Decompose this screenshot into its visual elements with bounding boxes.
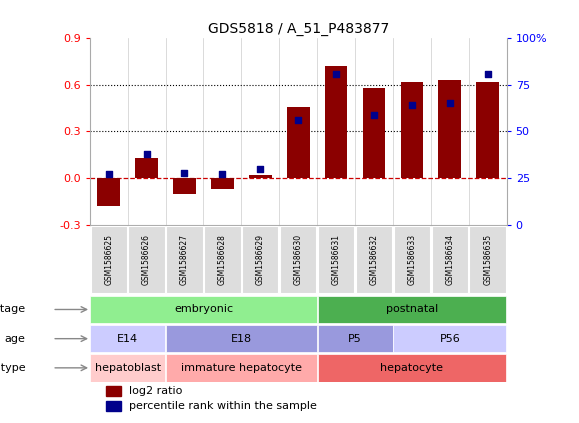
Text: GSM1586634: GSM1586634	[445, 234, 455, 286]
Point	[331, 70, 340, 77]
Bar	[166, 226, 203, 294]
Point	[218, 171, 227, 178]
Text: log2 ratio: log2 ratio	[129, 386, 183, 396]
Text: GSM1586635: GSM1586635	[483, 234, 492, 286]
Text: immature hepatocyte: immature hepatocyte	[181, 363, 302, 373]
Text: postnatal: postnatal	[386, 305, 438, 314]
Bar	[317, 296, 506, 323]
Bar	[249, 175, 272, 178]
Bar	[317, 325, 393, 352]
Text: E14: E14	[117, 334, 138, 343]
Text: hepatoblast: hepatoblast	[94, 363, 161, 373]
Bar	[211, 178, 234, 189]
Text: P56: P56	[439, 334, 460, 343]
Text: GSM1586631: GSM1586631	[332, 234, 340, 286]
Point	[104, 171, 113, 178]
Point	[407, 102, 416, 109]
Bar	[242, 226, 278, 294]
Bar	[173, 178, 196, 194]
Text: GSM1586630: GSM1586630	[294, 234, 303, 286]
Text: GSM1586629: GSM1586629	[256, 234, 265, 286]
Bar	[166, 354, 317, 382]
Bar	[287, 107, 310, 178]
Bar	[90, 226, 127, 294]
Bar	[90, 354, 165, 382]
Text: percentile rank within the sample: percentile rank within the sample	[129, 401, 317, 411]
Point	[142, 151, 151, 157]
Bar	[90, 325, 165, 352]
Point	[369, 111, 379, 118]
Bar	[204, 226, 241, 294]
Point	[483, 70, 492, 77]
Bar	[401, 82, 423, 178]
Bar	[166, 325, 317, 352]
Point	[180, 169, 189, 176]
Bar	[431, 226, 468, 294]
Bar	[97, 178, 120, 206]
Bar	[477, 82, 499, 178]
Bar	[318, 226, 354, 294]
Bar	[107, 401, 121, 411]
Text: GSM1586628: GSM1586628	[218, 234, 227, 285]
Bar	[129, 226, 165, 294]
Text: cell type: cell type	[0, 363, 25, 373]
Text: GSM1586632: GSM1586632	[369, 234, 379, 286]
Text: GSM1586627: GSM1586627	[180, 234, 189, 286]
Point	[445, 100, 455, 107]
Point	[294, 117, 303, 124]
Text: GSM1586626: GSM1586626	[142, 234, 151, 286]
Bar	[90, 296, 317, 323]
Bar	[317, 354, 506, 382]
Title: GDS5818 / A_51_P483877: GDS5818 / A_51_P483877	[207, 22, 389, 36]
Bar	[356, 226, 392, 294]
Text: embryonic: embryonic	[174, 305, 233, 314]
Bar	[393, 325, 506, 352]
Text: P5: P5	[348, 334, 362, 343]
Bar	[438, 80, 461, 178]
Bar	[394, 226, 430, 294]
Bar	[470, 226, 506, 294]
Bar	[107, 386, 121, 396]
Text: E18: E18	[231, 334, 252, 343]
Text: GSM1586625: GSM1586625	[104, 234, 113, 286]
Text: GSM1586633: GSM1586633	[408, 234, 416, 286]
Text: development stage: development stage	[0, 305, 25, 314]
Text: hepatocyte: hepatocyte	[380, 363, 444, 373]
Bar	[135, 158, 158, 178]
Point	[256, 165, 265, 172]
Text: age: age	[4, 334, 25, 343]
Bar	[280, 226, 316, 294]
Bar	[325, 66, 347, 178]
Bar	[362, 88, 386, 178]
